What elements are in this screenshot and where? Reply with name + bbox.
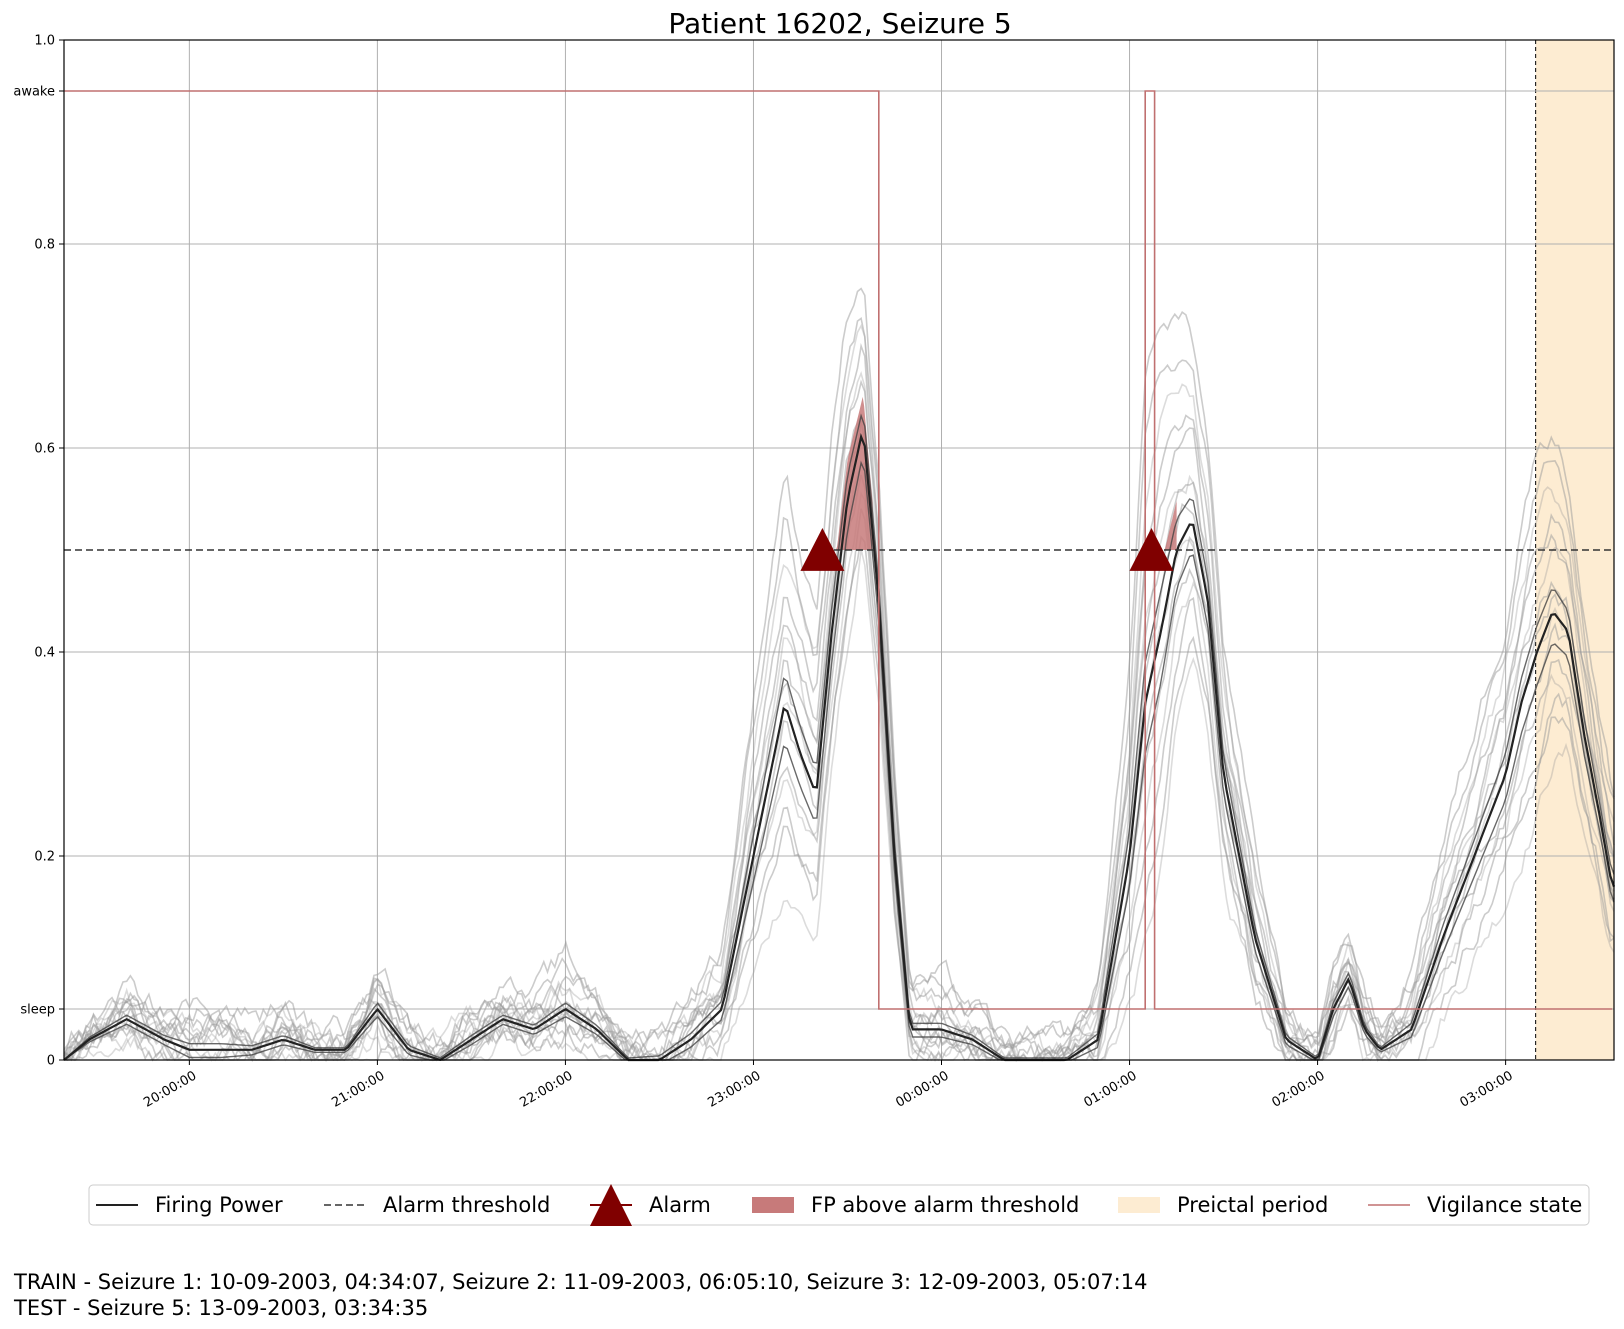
ensemble-line: [64, 420, 1615, 1063]
ensemble-line: [63, 413, 1615, 1062]
ensemble-line: [64, 317, 1615, 1061]
x-tick-label: 03:00:00: [1458, 1068, 1516, 1110]
alarm-marker: [1129, 528, 1174, 571]
ensemble-line: [63, 423, 1615, 1062]
y-tick-label: 0.6: [34, 442, 55, 457]
legend-box: [88, 1184, 1590, 1226]
legend-handle-alarm: [590, 1184, 632, 1226]
y-tick-label: awake: [13, 85, 55, 100]
legend-firing-power: Firing Power: [155, 1193, 283, 1217]
ensemble-line: [63, 549, 1615, 1062]
alarm-marker: [800, 528, 845, 571]
x-tick-label: 00:00:00: [893, 1068, 951, 1110]
legend-alarm: Alarm: [649, 1193, 711, 1217]
y-tick-label: sleep: [20, 1003, 55, 1018]
chart-title: Patient 16202, Seizure 5: [668, 7, 1011, 40]
x-tick-label: 23:00:00: [705, 1068, 763, 1110]
x-tick-label: 01:00:00: [1081, 1068, 1139, 1110]
legend-handle-fp-above-threshold: [752, 1197, 794, 1213]
x-tick-label: 20:00:00: [141, 1068, 199, 1110]
footer-train-seizures: TRAIN - Seizure 1: 10-09-2003, 04:34:07,…: [14, 1270, 1148, 1294]
y-tick-label: 1.0: [34, 34, 55, 49]
x-tick-label: 22:00:00: [517, 1068, 575, 1110]
fp-above-threshold-area: [816, 396, 873, 550]
legend-fp-above-threshold: FP above alarm threshold: [811, 1193, 1079, 1217]
legend-handle-preictal: [1118, 1197, 1160, 1213]
plot-frame: [63, 39, 1615, 1061]
y-tick-label: 0.8: [34, 238, 55, 253]
legend-preictal: Preictal period: [1177, 1193, 1328, 1217]
ensemble-line: [63, 461, 1615, 1062]
firing-power-member: [63, 460, 1615, 1061]
footer-test-seizure: TEST - Seizure 5: 13-09-2003, 03:34:35: [14, 1296, 429, 1320]
fp-above-threshold-area: [1138, 501, 1177, 550]
x-tick-label: 21:00:00: [329, 1068, 387, 1110]
y-tick-label: 0.4: [34, 646, 55, 661]
y-tick-label: 0.2: [34, 850, 55, 865]
ensemble-line: [63, 379, 1615, 1062]
legend-alarm-threshold: Alarm threshold: [383, 1193, 550, 1217]
y-tick-label: 0: [47, 1054, 55, 1069]
ensemble-line: [63, 287, 1615, 1059]
x-tick-label: 02:00:00: [1270, 1068, 1328, 1110]
legend-vigilance: Vigilance state: [1427, 1193, 1582, 1217]
firing-power-member: [63, 413, 1615, 1061]
